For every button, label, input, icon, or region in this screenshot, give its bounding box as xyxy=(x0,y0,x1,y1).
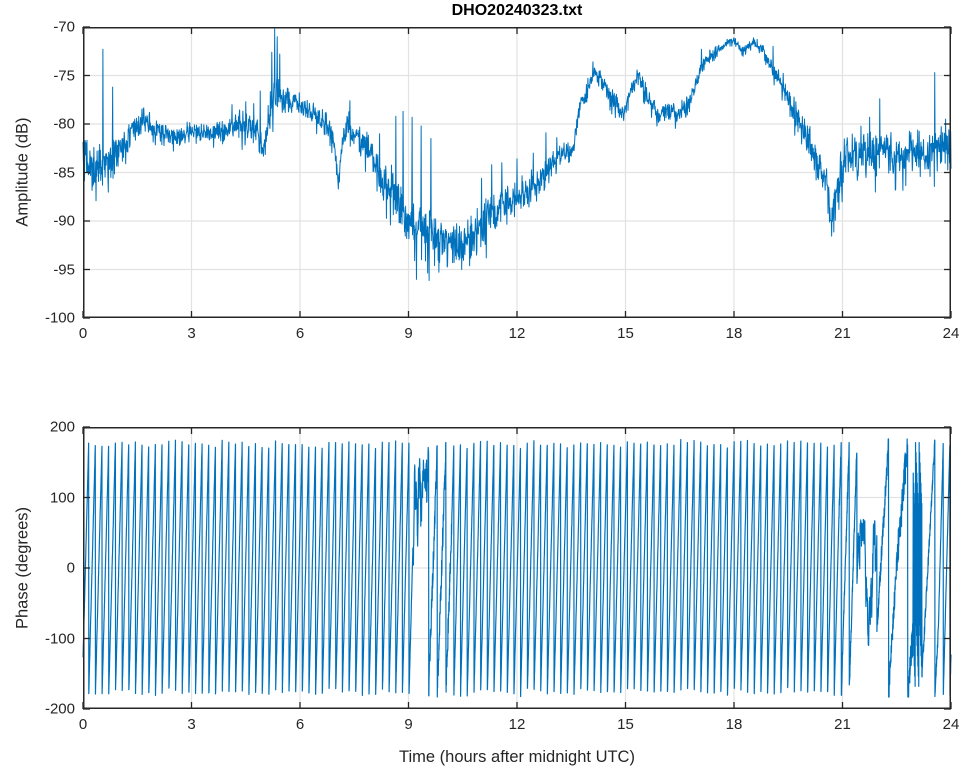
y-tick-label: -95 xyxy=(53,261,75,278)
amplitude-plot xyxy=(82,26,952,319)
y-tick-label: -90 xyxy=(53,212,75,230)
y-tick-label: -70 xyxy=(53,18,75,36)
x-tick-label: 0 xyxy=(78,325,88,342)
y-tick-label: -100 xyxy=(44,309,75,327)
x-tick-label: 18 xyxy=(725,325,743,342)
x-tick-label: 3 xyxy=(187,716,196,733)
x-tick-label: 3 xyxy=(187,325,196,342)
amplitude-trace xyxy=(82,28,952,282)
x-tick-label: 12 xyxy=(508,716,526,733)
phase-plot xyxy=(82,426,952,710)
x-tick-label: 24 xyxy=(942,716,960,733)
y-tick-label: 100 xyxy=(49,489,75,506)
y-tick-label: 200 xyxy=(49,418,75,436)
y-tick-label: -200 xyxy=(44,700,75,718)
y-tick-label: 0 xyxy=(66,559,75,577)
x-tick-label: 18 xyxy=(725,716,743,733)
x-tick-label: 21 xyxy=(834,325,851,342)
y-tick-label: -75 xyxy=(53,67,75,84)
y-tick-label: -100 xyxy=(44,630,75,647)
x-tick-label: 24 xyxy=(942,325,960,342)
axes-box xyxy=(83,27,951,318)
time-x-axis-label: Time (hours after midnight UTC) xyxy=(399,748,635,766)
axes-box xyxy=(83,427,951,709)
y-tick-label: -80 xyxy=(53,115,75,133)
x-tick-label: 6 xyxy=(295,325,305,342)
x-tick-label: 15 xyxy=(617,325,634,342)
x-tick-label: 0 xyxy=(78,716,88,733)
chart-title: DHO20240323.txt xyxy=(451,2,583,19)
x-tick-label: 15 xyxy=(617,716,634,733)
phase-trace xyxy=(82,438,952,698)
x-tick-label: 21 xyxy=(834,716,851,733)
x-tick-label: 9 xyxy=(404,716,413,733)
x-tick-label: 12 xyxy=(508,325,526,342)
y-tick-label: -85 xyxy=(53,164,75,181)
x-tick-label: 6 xyxy=(295,716,305,733)
x-tick-label: 9 xyxy=(404,325,413,342)
